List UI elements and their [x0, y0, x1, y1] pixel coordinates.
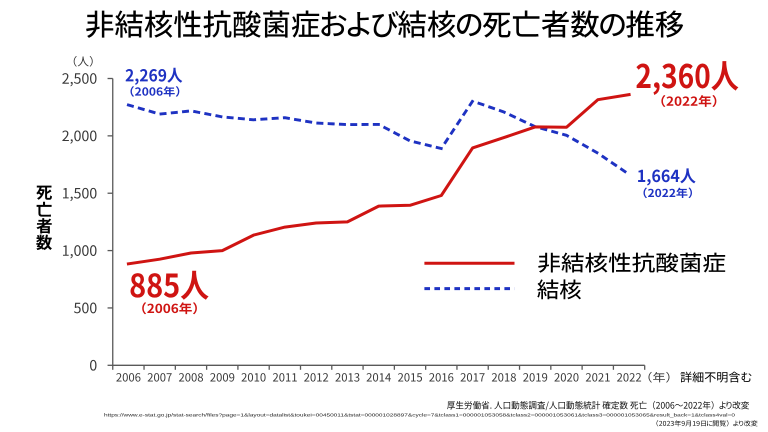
svg-text:https://www.e-stat.go.jp/stat-: https://www.e-stat.go.jp/stat-search/fil… — [104, 412, 736, 417]
